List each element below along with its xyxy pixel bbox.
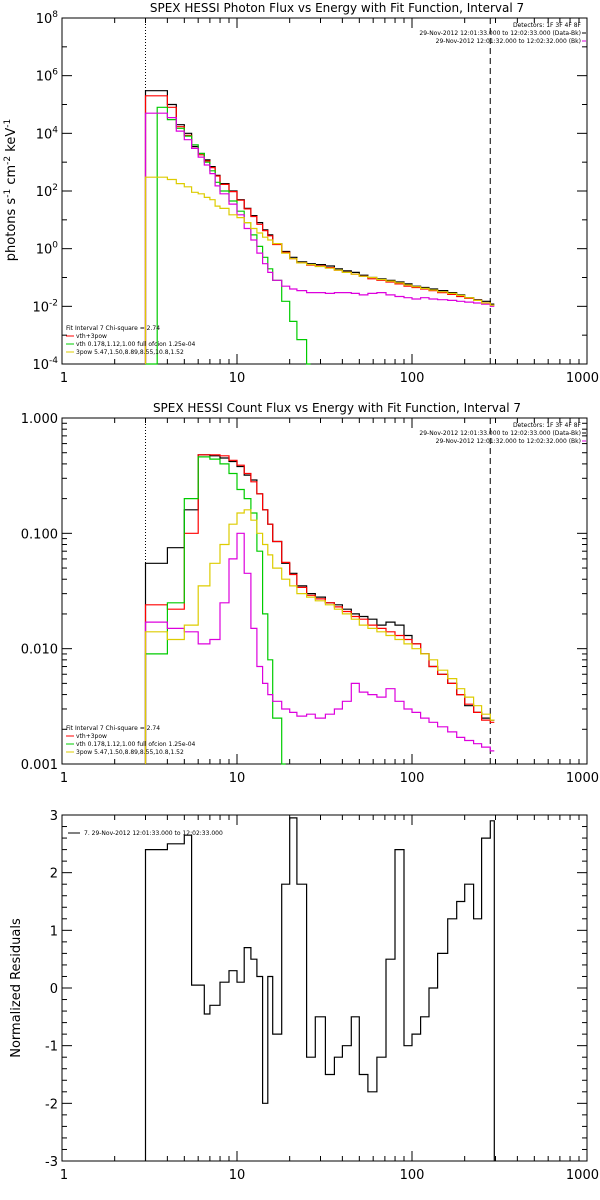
series-line-3 <box>144 112 495 364</box>
panel1-title: SPEX HESSI Photon Flux vs Energy with Fi… <box>150 1 524 15</box>
y-tick-label: 0.010 <box>21 643 58 658</box>
x-tick-label: 1 <box>60 1168 68 1183</box>
y-tick-label: 106 <box>36 68 59 85</box>
x-tick-label: 1000 <box>566 771 599 786</box>
legend-text-line: vth+3pow <box>76 733 107 740</box>
panel3-plot-frame <box>61 814 588 1162</box>
x-tick-label: 10 <box>229 771 246 786</box>
y-tick-label: -2 <box>45 1097 58 1112</box>
y-tick-label: 104 <box>36 125 59 142</box>
series-line-4 <box>144 176 495 364</box>
x-tick-label: 1000 <box>566 371 599 386</box>
panel1-ylabel: photons s-1 cm-2 keV-1 <box>3 119 19 261</box>
y-tick-label: 3 <box>50 809 58 824</box>
series-line-0 <box>144 817 495 1161</box>
header-text-line: 29-Nov-2012 12:01:33.000 to 12:02:33.000… <box>419 30 581 37</box>
x-tick-label: 100 <box>400 771 425 786</box>
panel3-ylabel: Normalized Residuals <box>9 918 24 1058</box>
y-tick-label: 0 <box>50 982 58 997</box>
y-tick-label: 1.000 <box>21 412 58 427</box>
header-text-line: 29-Nov-2012 12:01:33.000 to 12:02:33.000… <box>419 430 581 437</box>
legend-text-line: 3pow 5.47,1.50,8.89,8.55,10.8,1.52 <box>76 749 184 756</box>
y-tick-label: 0.001 <box>21 758 58 773</box>
series-line-1 <box>144 454 495 764</box>
panel1-plot-frame <box>61 17 588 365</box>
header-text-line: 29-Nov-2012 12:01:32.000 to 12:02:32.000… <box>436 438 581 445</box>
y-tick-label: 100 <box>36 241 59 258</box>
legend-text-line: vth+3pow <box>76 333 107 340</box>
y-tick-label: 102 <box>36 183 58 200</box>
header-text-line: Detectors: 1F 3F 4F 8F <box>513 22 582 29</box>
panel1-ticks: 1 10 100 1000 10-4 10-2 100 102 104 106 108 <box>32 10 599 386</box>
y-tick-label: 10-4 <box>32 356 58 373</box>
y-tick-label: 2 <box>50 867 58 882</box>
x-tick-label: 10 <box>229 371 246 386</box>
y-tick-label: 108 <box>36 10 59 27</box>
x-tick-label: 100 <box>400 1168 425 1183</box>
panel3-ticks: 1 10 100 1000 -3 -2 -1 0 1 2 3 <box>45 809 599 1183</box>
x-tick-label: 100 <box>400 371 425 386</box>
legend-text-line: vth 0.178,1.12,1.00 full ofcion 1.25e-04 <box>76 341 196 348</box>
series-line-3 <box>144 532 495 764</box>
count-flux-panel: SPEX HESSI Count Flux vs Energy with Fit… <box>21 401 599 786</box>
series-line-1 <box>144 95 495 364</box>
photon-flux-panel: SPEX HESSI Photon Flux vs Energy with Fi… <box>3 1 599 386</box>
x-tick-label: 10 <box>229 1168 246 1183</box>
x-tick-label: 1000 <box>566 1168 599 1183</box>
panel3-series: 7. 29-Nov-2012 12:01:33.000 to 12:02:33.… <box>68 817 495 1161</box>
legend-text-line: Fit Interval 7 Chi-square = 2.74 <box>66 325 160 332</box>
panel2-title: SPEX HESSI Count Flux vs Energy with Fit… <box>153 401 521 415</box>
series-line-4 <box>144 509 495 764</box>
series-line-2 <box>145 106 311 365</box>
series-line-2 <box>144 456 286 765</box>
legend-text-line: 3pow 5.47,1.50,8.89,8.55,10.8,1.52 <box>76 349 184 356</box>
y-tick-label: -1 <box>45 1040 58 1055</box>
y-tick-label: -3 <box>45 1155 58 1170</box>
x-tick-label: 1 <box>60 771 68 786</box>
header-text-line: Detectors: 1F 3F 4F 8F <box>513 422 582 429</box>
residuals-panel: 1 10 100 1000 -3 -2 -1 0 1 2 3 7. 29-Nov-2012 12:0… <box>9 809 599 1183</box>
legend-text-line: vth 0.178,1.12,1.00 full ofcion 1.25e-04 <box>76 741 196 748</box>
panel2-plot-frame <box>61 417 588 765</box>
x-tick-label: 1 <box>60 371 68 386</box>
y-tick-label: 1 <box>50 924 58 939</box>
legend-text-line: Fit Interval 7 Chi-square = 2.74 <box>66 725 160 732</box>
panel2-ticks: 1 10 100 1000 0.001 0.010 0.100 1.000 <box>21 412 599 786</box>
series-line-0 <box>144 90 495 364</box>
y-tick-label: 10-2 <box>32 298 58 315</box>
legend-text-line: 7. 29-Nov-2012 12:01:33.000 to 12:02:33.… <box>84 830 223 837</box>
header-text-line: 29-Nov-2012 12:01:32.000 to 12:02:32.000… <box>436 38 581 45</box>
y-tick-label: 0.100 <box>21 527 58 542</box>
